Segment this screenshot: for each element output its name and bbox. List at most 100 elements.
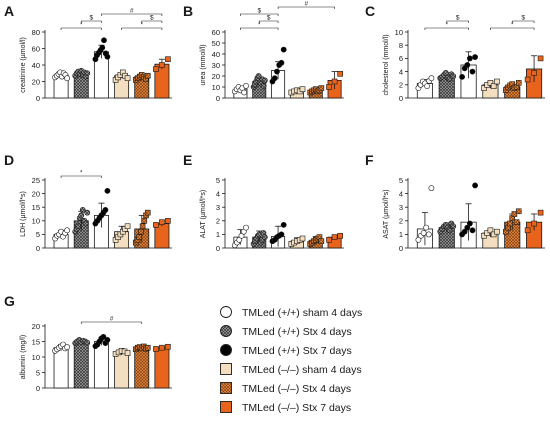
y-axis-label: urea (mmol/l)	[200, 44, 207, 85]
y-tick-label: 2	[399, 217, 403, 226]
y-tick-label: 50	[212, 39, 220, 48]
data-point-1-8	[260, 83, 267, 89]
data-point-2-4	[278, 231, 285, 238]
legend-label: TMLed (+/+) sham 4 days	[242, 307, 362, 319]
data-point-1-4	[78, 212, 85, 219]
significance-label: $	[456, 15, 460, 22]
data-point-3-5	[124, 223, 131, 230]
significance-bracket	[490, 27, 535, 30]
significance-bracket	[101, 13, 163, 16]
y-axis-label: ASAT (µmol/l*s)	[383, 189, 390, 238]
significance-bracket	[240, 13, 279, 16]
data-point-4-6	[515, 208, 522, 215]
data-point-5-1	[331, 78, 338, 85]
data-point-2-4	[278, 59, 285, 66]
legend-marker	[220, 325, 232, 337]
y-tick-label: 10	[395, 28, 403, 37]
significance-label: #	[130, 8, 134, 15]
data-point-4-6	[318, 85, 325, 91]
data-point-5-1	[159, 219, 165, 225]
data-point-0-7	[64, 75, 70, 82]
data-point-2-2	[274, 68, 280, 75]
data-point-2-0	[459, 73, 465, 80]
significance-bracket	[511, 20, 535, 23]
data-point-2-5	[472, 182, 478, 189]
significance-label: *	[80, 170, 83, 177]
significance-bracket	[121, 27, 163, 30]
y-tick-label: 4	[399, 189, 403, 198]
bar-1	[73, 341, 89, 389]
data-point-3-5	[124, 75, 131, 81]
y-tick-label: 0	[216, 244, 220, 253]
panel-letter: E	[183, 152, 192, 168]
data-point-3-4	[494, 228, 500, 235]
data-point-2-4	[100, 333, 107, 340]
legend-marker	[220, 344, 232, 356]
data-point-5-0	[524, 76, 531, 83]
data-point-0-0	[415, 236, 422, 243]
y-tick-label: 0	[399, 94, 403, 103]
data-point-5-2	[337, 232, 343, 239]
data-point-2-5	[280, 46, 287, 53]
data-point-2-5	[280, 221, 287, 228]
y-tick-label: 40	[32, 61, 40, 70]
panel-d: D 0 5 10 15 20 25 LDH (µmol/l*s) *	[4, 152, 172, 253]
legend: TMLed (+/+) sham 4 days TMLed (+/+) Stx 4…	[220, 306, 362, 414]
data-point-0-4	[424, 83, 430, 90]
legend-label: TMLed (–/–) Stx 4 days	[242, 383, 351, 395]
significance-label: $	[267, 15, 271, 22]
data-point-3-2	[487, 227, 494, 234]
legend-item-4: TMLed (–/–) Stx 4 days	[220, 382, 351, 395]
bar-4	[134, 347, 150, 389]
data-point-1-5	[446, 227, 453, 234]
data-point-5-1	[159, 344, 165, 351]
panel-e: E 0 1 2 3 4 5 ALAT (µmol/l*s)	[183, 152, 344, 253]
significance-bracket	[277, 6, 335, 9]
data-point-0-6	[428, 75, 435, 82]
legend-marker	[220, 363, 232, 375]
data-point-1-5	[79, 207, 86, 213]
y-tick-label: 3	[399, 203, 403, 212]
panel-letter: C	[365, 3, 375, 19]
data-point-4-2	[136, 234, 142, 240]
data-point-2-5	[102, 207, 109, 213]
significance-bracket	[60, 175, 102, 178]
y-tick-label: 5	[399, 176, 403, 185]
legend-item-5: TMLed (–/–) Stx 7 days	[220, 401, 351, 414]
y-tick-label: 1	[216, 230, 220, 239]
significance-bracket	[240, 27, 279, 30]
data-point-0-6	[64, 344, 70, 350]
data-point-5-0	[326, 84, 332, 90]
y-axis-label: ALAT (µmol/l*s)	[200, 190, 207, 239]
data-point-5-2	[537, 209, 544, 216]
data-point-4-7	[144, 209, 151, 216]
data-point-1-6	[84, 339, 91, 346]
y-tick-label: 0	[216, 94, 220, 103]
significance-label: *	[445, 22, 448, 29]
data-point-5-0	[153, 66, 159, 72]
legend-item-3: TMLed (–/–) sham 4 days	[220, 363, 362, 376]
data-point-2-1	[271, 75, 278, 82]
data-point-0-5	[428, 185, 435, 192]
y-axis-label: LDH (µmol/l*s)	[20, 191, 27, 237]
legend-label: TMLed (–/–) Stx 7 days	[242, 402, 351, 414]
data-point-5-2	[165, 343, 171, 350]
data-point-2-2	[464, 224, 471, 231]
significance-label: *	[80, 22, 83, 29]
data-point-5-1	[531, 220, 537, 227]
data-point-5-1	[159, 62, 165, 68]
significance-bracket	[80, 20, 102, 23]
legend-marker	[220, 382, 232, 394]
data-point-2-6	[104, 337, 111, 343]
data-point-0-6	[243, 83, 249, 89]
data-point-1-2	[75, 223, 82, 230]
y-tick-label: 20	[32, 189, 40, 198]
data-point-2-4	[469, 68, 476, 75]
data-point-4-2	[507, 220, 513, 227]
data-point-3-4	[124, 350, 131, 356]
data-point-0-2	[420, 230, 427, 236]
y-tick-label: 10	[32, 217, 40, 226]
y-tick-label: 60	[212, 28, 220, 37]
data-point-3-4	[299, 86, 306, 92]
